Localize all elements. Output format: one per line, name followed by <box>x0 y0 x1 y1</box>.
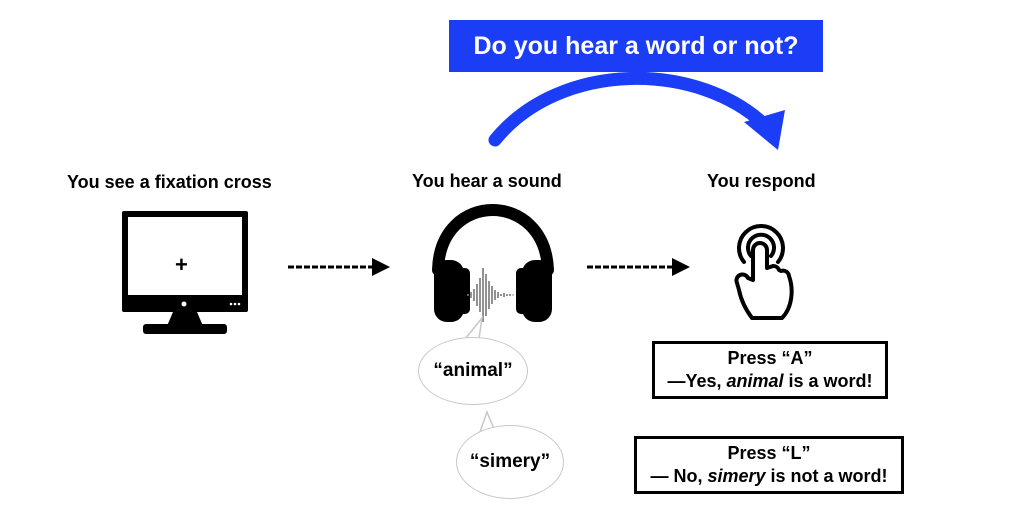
bubble-text-word: “animal” <box>433 360 513 381</box>
curved-arrow-icon <box>488 71 785 150</box>
fixation-cross: + <box>175 252 188 277</box>
step-label-see: You see a fixation cross <box>67 172 272 192</box>
question-title: Do you hear a word or not? <box>449 20 823 72</box>
step-label-respond: You respond <box>707 171 816 191</box>
response-a-key: Press “A” <box>727 348 813 368</box>
tap-finger-icon <box>734 224 794 320</box>
response-box-l: Press “L” — No, simery is not a word! <box>634 436 904 494</box>
headphones-icon <box>432 204 554 322</box>
speech-bubble-nonword: “simery” <box>456 425 564 499</box>
step-label-hear: You hear a sound <box>412 171 562 191</box>
response-l-key: Press “L” <box>727 443 811 463</box>
speech-bubble-word: “animal” <box>418 337 528 405</box>
arrow-right-icon <box>288 258 390 276</box>
soundwave-icon <box>467 268 514 322</box>
monitor-icon <box>122 211 248 334</box>
response-a-meaning: —Yes, animal is a word! <box>667 371 873 391</box>
response-box-a: Press “A” —Yes, animal is a word! <box>652 341 888 399</box>
arrow-right-icon <box>587 258 690 276</box>
bubble-text-nonword: “simery” <box>469 451 551 472</box>
response-l-meaning: — No, simery is not a word! <box>650 466 888 486</box>
